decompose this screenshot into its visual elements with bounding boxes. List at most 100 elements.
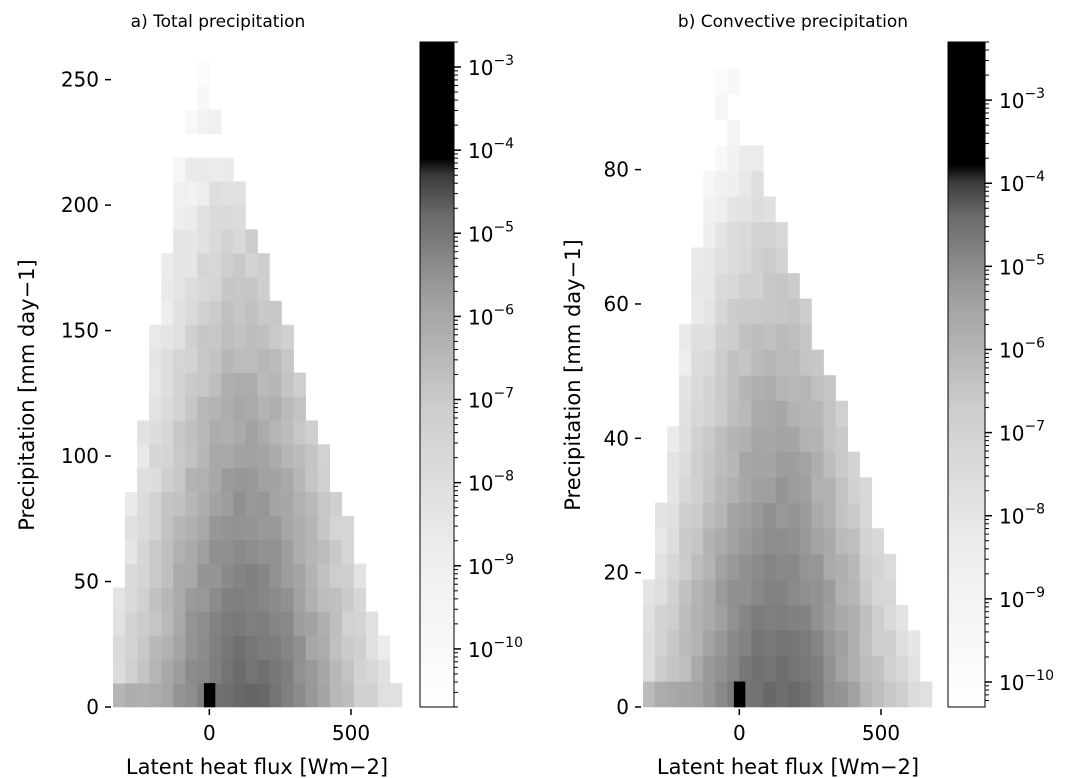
heatmap-cell: [691, 247, 704, 274]
heatmap-cell: [149, 444, 162, 469]
heatmap-cell: [739, 324, 752, 350]
heatmap-cell: [221, 205, 234, 230]
heatmap-cell: [691, 528, 704, 555]
heatmap-cell: [281, 372, 294, 397]
heatmap-cell: [751, 477, 764, 504]
heatmap-cell: [703, 655, 716, 682]
heatmap-cell: [149, 539, 162, 564]
heatmap-cell: [763, 604, 776, 631]
heatmap-cell: [871, 630, 885, 657]
heatmap-cell: [269, 683, 282, 708]
heatmap-cell: [907, 681, 921, 708]
heatmap-cell: [197, 563, 210, 588]
heatmap-cell: [185, 563, 198, 588]
heatmap-cell: [185, 659, 198, 684]
heatmap-cell: [209, 515, 222, 541]
heatmap-cell: [787, 273, 800, 299]
heatmap-cell: [787, 528, 800, 555]
heatmap-cell: [317, 444, 330, 469]
heatmap-cell: [703, 553, 716, 580]
heatmap-cell: [655, 630, 668, 657]
heatmap-cell: [185, 611, 198, 636]
heatmap-cell: [293, 659, 306, 684]
heatmap-cell: [149, 515, 162, 541]
heatmap-cell: [835, 426, 848, 452]
heatmap-cell: [209, 611, 222, 636]
heatmap-cell: [137, 611, 150, 636]
heatmap-cell: [835, 477, 848, 504]
heatmap-cell: [197, 492, 210, 517]
heatmap-cell: [197, 300, 210, 326]
heatmap-cell: [727, 451, 740, 478]
heatmap-cell: [871, 604, 885, 631]
heatmap-cell: [245, 492, 258, 517]
heatmap-cell: [739, 528, 752, 555]
heatmap-cell: [305, 492, 318, 517]
heatmap-cell: [763, 426, 776, 452]
heatmap-cell: [245, 563, 258, 588]
heatmap-cell: [703, 298, 716, 325]
heatmap-cell: [799, 604, 812, 631]
heatmap-cell: [811, 655, 824, 682]
heatmap-cell: [257, 348, 270, 373]
heatmap-cell: [715, 273, 728, 299]
heatmap-cell: [823, 528, 836, 555]
heatmap-cell: [703, 171, 716, 197]
heatmap-cell: [859, 579, 873, 606]
heatmap-cell: [293, 683, 306, 708]
heatmap-cell: [245, 683, 258, 708]
heatmap-cell: [739, 579, 752, 606]
heatmap-cell: [727, 528, 740, 555]
heatmap-cell: [221, 324, 234, 349]
heatmap-cell: [173, 683, 186, 708]
heatmap-cell: [197, 348, 210, 373]
y-tick-label: 250: [61, 68, 99, 92]
heatmap-cell: [245, 635, 258, 660]
heatmap-cell: [365, 611, 379, 636]
y-tick-label: 20: [604, 561, 629, 585]
heatmap-cell: [799, 477, 812, 504]
heatmap-cell: [269, 635, 282, 660]
heatmap-cell: [293, 587, 306, 612]
heatmap-cell: [835, 655, 848, 682]
heatmap-cell: [185, 635, 198, 660]
heatmap-cell: [811, 451, 824, 478]
colorbar-tick-label: 10−7: [468, 386, 514, 413]
heatmap-cell: [751, 400, 764, 427]
heatmap-cell: [787, 451, 800, 478]
heatmap-cell: [691, 502, 704, 529]
heatmap-cell: [691, 451, 704, 478]
heatmap-cell: [751, 171, 764, 197]
heatmap-cell: [245, 348, 258, 373]
heatmap-cell: [161, 396, 174, 421]
heatmap-cell: [281, 587, 294, 612]
heatmap-cell: [667, 451, 680, 478]
heatmap-cell: [715, 528, 728, 555]
heatmap-cell: [739, 145, 752, 172]
heatmap-cell: [173, 635, 186, 660]
heatmap-cell: [341, 515, 355, 541]
heatmap-cell: [727, 655, 740, 682]
heatmap-cell: [703, 375, 716, 401]
heatmap-cell: [269, 372, 282, 397]
heatmap-cell: [799, 655, 812, 682]
heatmap-cell: [823, 681, 836, 708]
heatmap-cell: [871, 681, 885, 708]
heatmap-cell: [245, 396, 258, 421]
heatmap-cell: [329, 539, 343, 564]
heatmap-cell: [281, 492, 294, 517]
heatmap-cell: [751, 145, 764, 172]
heatmap-cell: [257, 635, 270, 660]
heatmap-cell: [643, 630, 656, 657]
heatmap-cell: [703, 451, 716, 478]
heatmap-cell: [715, 145, 728, 172]
heatmap-cell: [883, 630, 897, 657]
heatmap-cell: [775, 553, 788, 580]
heatmap-cell: [341, 539, 355, 564]
heatmap-cell: [691, 604, 704, 631]
heatmap-cell: [173, 659, 186, 684]
heatmap-cell: [799, 528, 812, 555]
heatmap-cell: [703, 247, 716, 274]
heatmap-cell: [197, 659, 210, 684]
heatmap-cell: [305, 659, 318, 684]
